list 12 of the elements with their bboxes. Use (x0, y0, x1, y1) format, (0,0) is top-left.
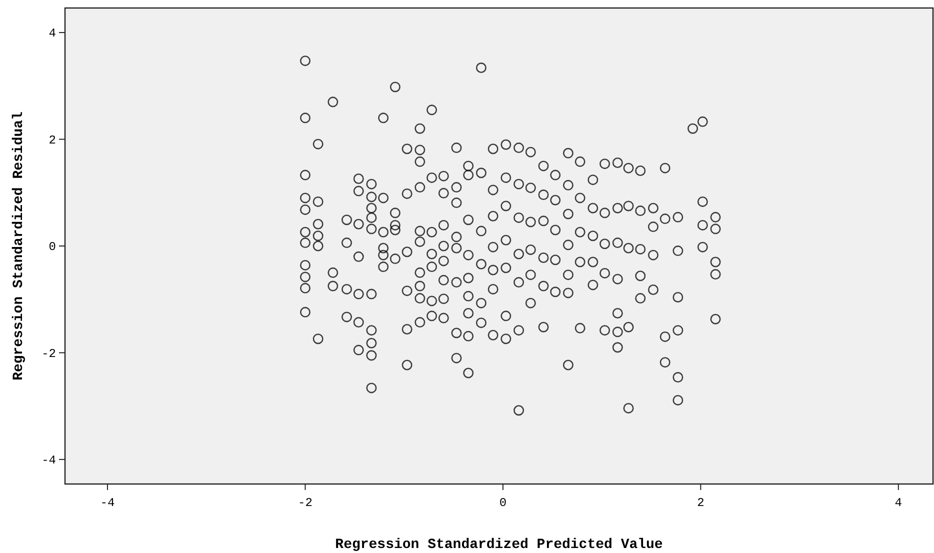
x-tick-label: 0 (499, 496, 507, 510)
y-tick-label: 4 (48, 26, 56, 41)
y-tick-label: -4 (42, 454, 56, 468)
x-tick-label: -4 (100, 496, 115, 510)
x-tick-label: -2 (298, 496, 312, 510)
y-axis-title: Regression Standardized Residual (11, 112, 27, 380)
x-tick-label: 4 (894, 496, 902, 510)
x-axis-title: Regression Standardized Predicted Value (335, 537, 663, 553)
y-tick-label: 2 (48, 133, 56, 148)
x-tick-label: 2 (697, 496, 704, 510)
y-tick-label: -2 (42, 346, 56, 361)
y-tick-label: 0 (48, 240, 56, 254)
